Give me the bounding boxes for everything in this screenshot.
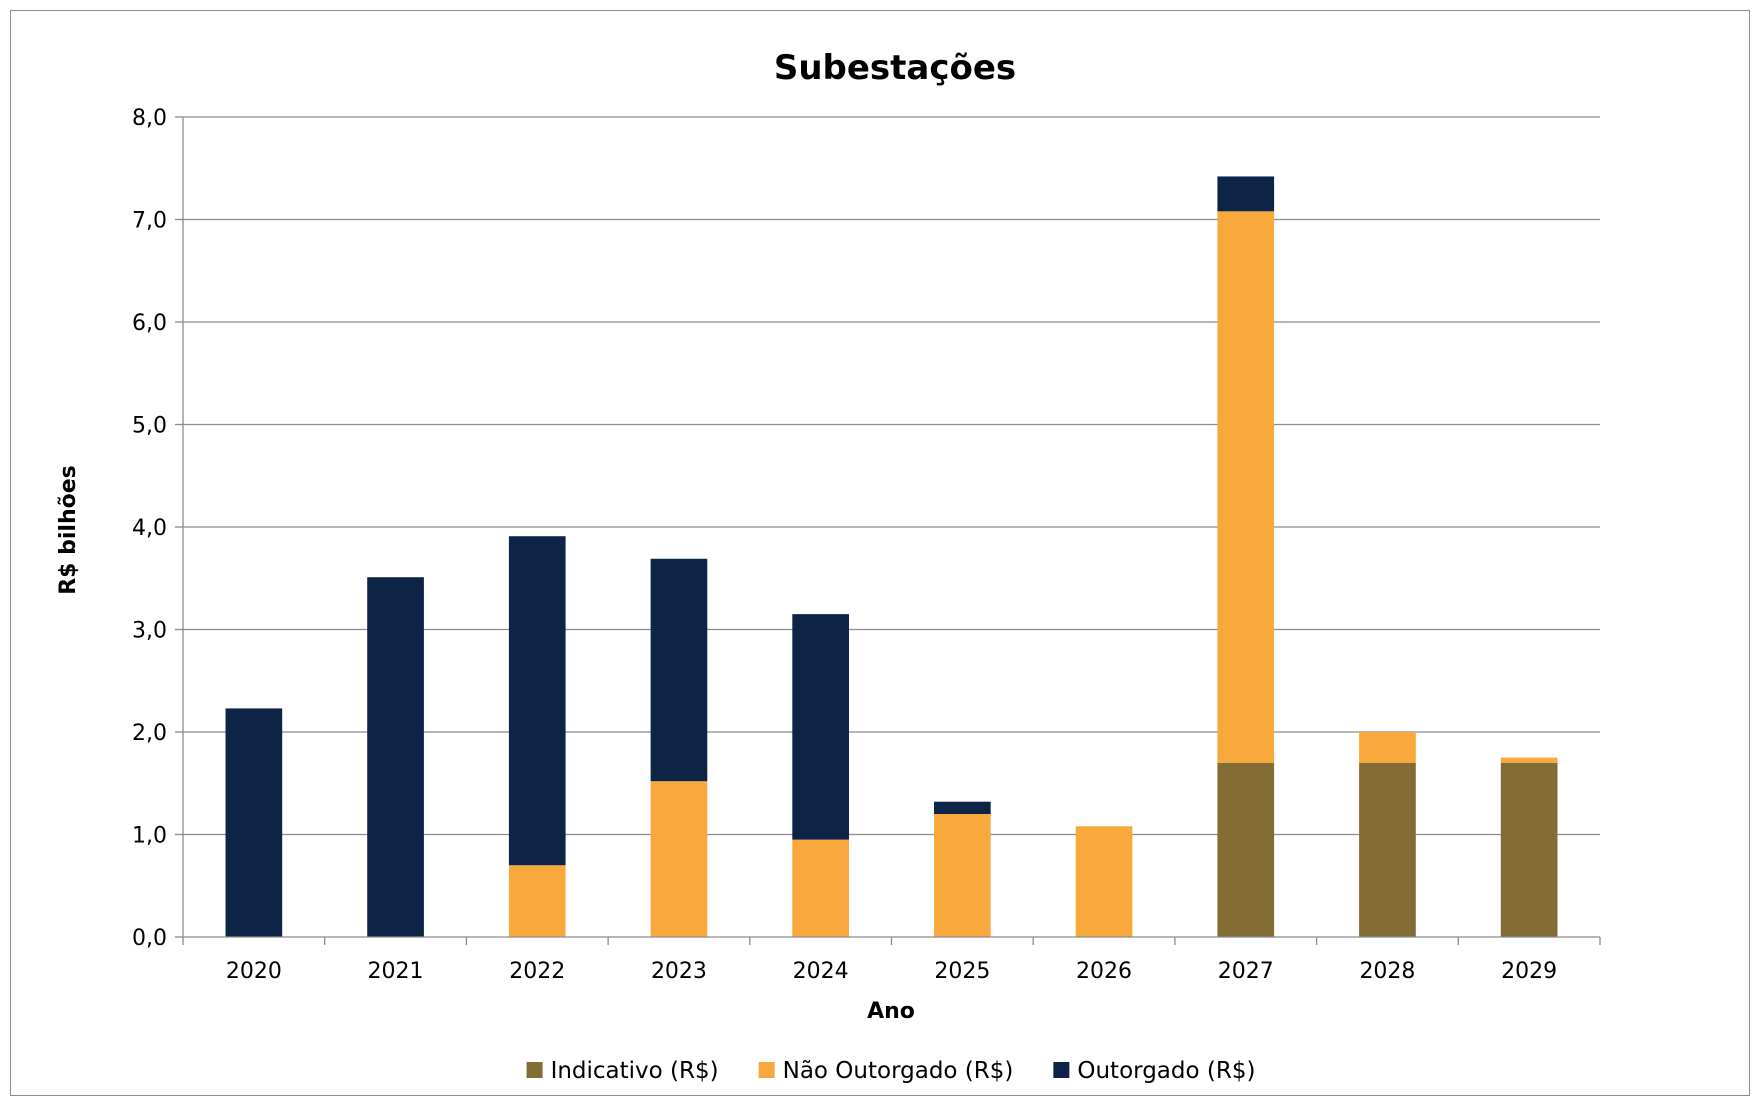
bar-segment bbox=[792, 614, 849, 840]
x-tick-label: 2024 bbox=[793, 959, 849, 984]
chart-title: Subestações bbox=[774, 48, 1016, 88]
x-tick-label: 2025 bbox=[934, 959, 990, 984]
y-tick-label: 6,0 bbox=[132, 311, 167, 336]
legend-swatch bbox=[758, 1062, 775, 1078]
bar-segment bbox=[792, 839, 849, 937]
bar-segment bbox=[650, 558, 708, 782]
bar-segment bbox=[650, 781, 708, 937]
y-tick-label: 8,0 bbox=[132, 106, 167, 131]
y-axis-title: R$ bilhões bbox=[56, 465, 81, 595]
bar-segment bbox=[1359, 732, 1416, 763]
legend-label: Indicativo (R$) bbox=[551, 1058, 719, 1084]
chart-frame bbox=[10, 10, 1750, 1096]
x-tick-labels: 2020 2021 2022 2023 2024 2025 2026 2027 2028 2029 bbox=[226, 959, 1557, 984]
x-tick-label: 2029 bbox=[1501, 959, 1557, 984]
x-tick-label: 2023 bbox=[651, 959, 707, 984]
y-tick-label: 4,0 bbox=[132, 516, 167, 541]
x-axis-title: Ano bbox=[867, 999, 915, 1024]
axes bbox=[182, 117, 1601, 945]
legend: Indicativo (R$) Não Outorgado (R$) Outorga… bbox=[526, 1058, 1255, 1084]
legend-swatch bbox=[1053, 1062, 1070, 1078]
y-tick-label: 3,0 bbox=[132, 619, 167, 644]
bars bbox=[225, 176, 1558, 937]
bar-segment bbox=[1217, 176, 1275, 212]
y-tick-labels: 0,0 1,0 2,0 3,0 4,0 5,0 6,0 7,0 8,0 bbox=[132, 106, 167, 951]
bar-segment bbox=[508, 865, 566, 937]
x-tick-label: 2020 bbox=[226, 959, 282, 984]
y-tick-label: 2,0 bbox=[132, 721, 167, 746]
bar-segment bbox=[1500, 757, 1558, 763]
legend-swatch bbox=[526, 1062, 543, 1078]
bar-segment bbox=[1217, 211, 1275, 763]
x-tick-label: 2028 bbox=[1359, 959, 1415, 984]
x-tick-label: 2022 bbox=[509, 959, 565, 984]
bar-segment bbox=[508, 536, 566, 866]
y-tick-label: 0,0 bbox=[132, 926, 167, 951]
legend-label: Outorgado (R$) bbox=[1077, 1058, 1255, 1084]
bar-segment bbox=[934, 801, 991, 814]
bar-segment bbox=[934, 814, 991, 937]
bar-segment bbox=[225, 708, 283, 937]
legend-label: Não Outorgado (R$) bbox=[783, 1058, 1014, 1084]
bar-segment bbox=[1075, 826, 1133, 937]
y-tick-label: 7,0 bbox=[132, 209, 167, 234]
bar-segment bbox=[1217, 762, 1275, 937]
x-tick-label: 2026 bbox=[1076, 959, 1132, 984]
x-tick-label: 2021 bbox=[368, 959, 424, 984]
bar-segment bbox=[367, 577, 424, 937]
y-tick-label: 1,0 bbox=[132, 824, 167, 849]
y-tick-label: 5,0 bbox=[132, 414, 167, 439]
x-tick-label: 2027 bbox=[1218, 959, 1274, 984]
bar-segment bbox=[1500, 762, 1558, 937]
bar-segment bbox=[1359, 762, 1416, 937]
